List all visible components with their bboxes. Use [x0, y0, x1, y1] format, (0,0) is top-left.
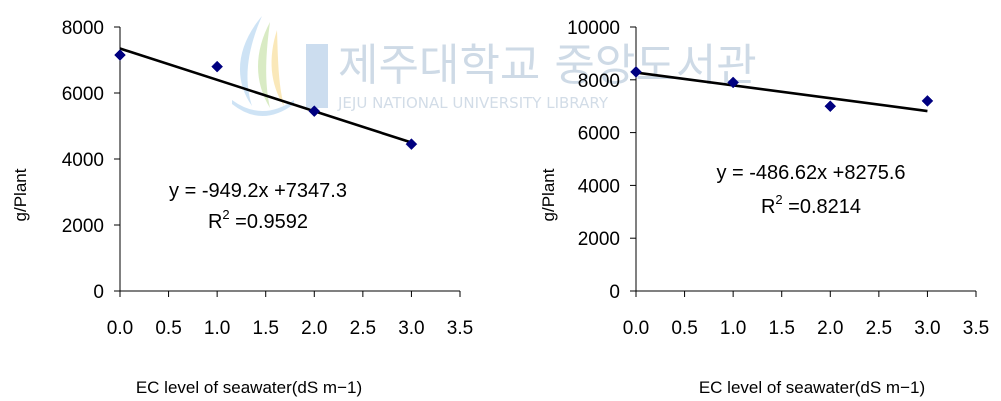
- y-tick-labels: 0 2000 4000 6000 8000 10000: [567, 18, 620, 303]
- x-axis-title: EC level of seawater(dS m−1): [699, 378, 925, 397]
- data-point: [824, 100, 837, 113]
- x-tick-label: 3.0: [398, 318, 424, 339]
- regression-equation: y = -486.62x +8275.6: [716, 162, 905, 184]
- r-squared-label: R2 =0.9592: [208, 207, 308, 233]
- library-emblem-bar: [306, 44, 328, 108]
- watermark-english-subtitle: JEJU NATIONAL UNIVERSITY LIBRARY: [337, 94, 609, 112]
- x-tick-label: 0.5: [155, 318, 181, 339]
- trendline: [119, 47, 412, 144]
- y-axis-title: g/Plant: [11, 168, 30, 221]
- data-point: [727, 76, 739, 89]
- y-tick-label: 10000: [567, 18, 620, 39]
- x-tick-label: 0.0: [107, 318, 133, 339]
- data-point: [405, 138, 418, 151]
- trendline-layer: [635, 71, 928, 113]
- x-tick-label: 3.5: [963, 318, 989, 339]
- x-tick-label: 1.5: [769, 318, 795, 339]
- data-points: [630, 66, 934, 113]
- data-points: [114, 49, 418, 151]
- y-tick-label: 4000: [578, 176, 620, 197]
- x-tick-labels: 0.0 0.5 1.0 1.5 2.0 2.5 3.0 3.5: [107, 318, 473, 339]
- library-logo: [232, 16, 294, 116]
- x-tick-label: 2.0: [817, 318, 843, 339]
- x-tick-label: 2.0: [301, 318, 327, 339]
- x-tick-label: 2.5: [350, 318, 376, 339]
- y-tick-label: 8000: [578, 71, 620, 92]
- data-point: [114, 49, 126, 61]
- y-tick-label: 8000: [62, 18, 104, 39]
- x-tick-label: 3.0: [914, 318, 940, 339]
- y-tick-label: 2000: [62, 216, 104, 237]
- x-tick-label: 0.0: [623, 318, 649, 339]
- data-point: [308, 105, 321, 118]
- trendline: [635, 71, 928, 113]
- trendline-layer: [119, 47, 412, 144]
- y-tick-label: 6000: [578, 124, 620, 145]
- data-point: [211, 60, 223, 73]
- y-tick-label: 0: [609, 282, 620, 303]
- y-tick-label: 4000: [62, 150, 104, 171]
- x-tick-label: 1.0: [204, 318, 230, 339]
- chart-left: g/Plant 0 2000 4000 6000 8000 0.0 0.5 1.0 1.5 2.…: [11, 18, 473, 397]
- axes: [114, 26, 461, 297]
- y-tick-label: 6000: [62, 84, 104, 105]
- y-axis-title: g/Plant: [539, 168, 558, 221]
- x-tick-labels: 0.0 0.5 1.0 1.5 2.0 2.5 3.0 3.5: [623, 318, 989, 339]
- r-squared-label: R2 =0.8214: [761, 192, 861, 218]
- data-point: [921, 95, 934, 107]
- x-tick-label: 2.5: [866, 318, 892, 339]
- library-watermark: 제주대학교 중앙도서관 JEJU NATIONAL UNIVERSITY LIB…: [232, 16, 757, 116]
- x-tick-label: 0.5: [671, 318, 697, 339]
- y-tick-label: 0: [93, 282, 104, 303]
- chart-right: g/Plant 0 2000 4000 6000 8000 10000 0.0 0.5 1.0…: [539, 18, 989, 397]
- y-tick-label: 2000: [578, 229, 620, 250]
- x-tick-label: 3.5: [447, 318, 473, 339]
- y-tick-labels: 0 2000 4000 6000 8000: [62, 18, 104, 303]
- data-point: [630, 66, 642, 78]
- x-axis-title: EC level of seawater(dS m−1): [136, 378, 362, 397]
- watermark-korean-title: 제주대학교 중앙도서관: [338, 40, 757, 91]
- x-tick-label: 1.0: [720, 318, 746, 339]
- x-tick-label: 1.5: [253, 318, 279, 339]
- regression-equation: y = -949.2x +7347.3: [169, 180, 347, 202]
